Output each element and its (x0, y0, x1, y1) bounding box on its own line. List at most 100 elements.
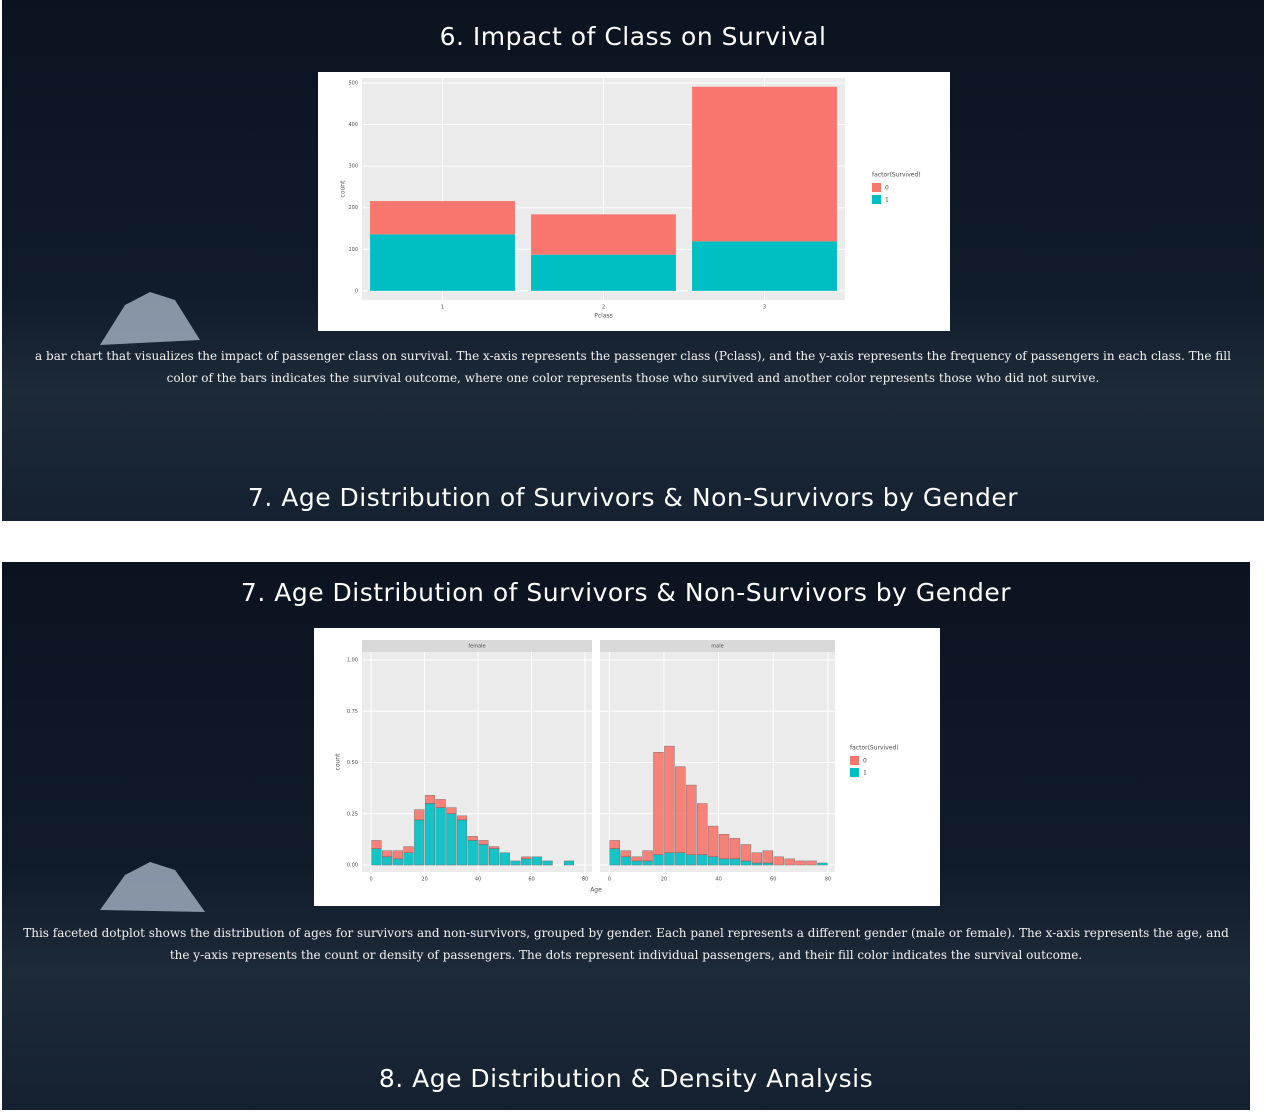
legend-label: 1 (863, 770, 867, 777)
x-axis-label: Pclass (594, 313, 613, 320)
dot-stack (773, 856, 784, 866)
dot-stack (467, 840, 478, 866)
bar-segment (531, 214, 676, 255)
dot-stack (435, 799, 446, 808)
y-tick-label: 300 (348, 164, 358, 170)
legend-label: 0 (863, 758, 867, 765)
dot-stack (521, 858, 532, 866)
legend-swatch (872, 183, 881, 192)
dot-stack (478, 844, 489, 866)
y-tick-label: 0 (355, 288, 358, 294)
x-tick-label: 60 (770, 877, 776, 883)
dot-stack (435, 807, 446, 866)
facet-label: female (468, 644, 485, 650)
dot-stack (697, 803, 708, 855)
x-tick-label: 60 (528, 877, 534, 883)
dot-stack (697, 854, 708, 866)
dot-stack (382, 856, 393, 866)
dot-stack (784, 858, 795, 866)
dot-stack (371, 840, 382, 849)
dot-stack (795, 860, 806, 866)
legend-label: 1 (885, 197, 889, 204)
x-tick-label: 80 (582, 877, 588, 883)
dot-stack (642, 860, 653, 866)
y-tick-label: 1.00 (347, 657, 358, 663)
facet-label: male (711, 644, 723, 650)
dot-stack (489, 848, 500, 866)
bar-segment (692, 86, 837, 242)
legend-swatch (872, 195, 881, 204)
dot-stack (620, 856, 631, 866)
description: This faceted dotplot shows the distribut… (23, 926, 1229, 962)
dot-stack (620, 850, 631, 858)
dot-stack (686, 784, 697, 855)
x-tick-label: 40 (715, 877, 721, 883)
dot-stack (653, 752, 664, 855)
dot-stack (817, 862, 828, 866)
legend-swatch (850, 756, 859, 765)
dot-stack (675, 852, 686, 866)
dot-stack (424, 803, 435, 866)
x-axis-label: Age (590, 887, 602, 894)
dot-stack (403, 846, 414, 853)
dot-stack (740, 844, 752, 862)
dot-stack (806, 860, 817, 866)
dot-stack (751, 862, 763, 866)
bar-segment (370, 201, 515, 235)
dot-stack (686, 854, 697, 866)
dot-stack (424, 795, 435, 804)
legend-title: factor(Survived) (850, 745, 899, 752)
dot-stack (751, 852, 763, 864)
dot-stack (762, 862, 773, 866)
x-tick-label: 40 (475, 877, 481, 883)
iceberg (100, 862, 205, 912)
dot-stack (707, 856, 719, 866)
y-tick-label: 200 (348, 205, 358, 211)
dot-stack (718, 858, 730, 866)
dot-stack (478, 840, 489, 845)
legend-title: factor(Survived) (872, 172, 921, 179)
y-tick-label: 0.25 (347, 811, 358, 817)
next-heading: 7. Age Distribution of Survivors & Non-S… (247, 483, 1019, 512)
next-heading: 8. Age Distribution & Density Analysis (378, 1064, 874, 1093)
dot-stack (707, 825, 719, 858)
dot-stack (414, 819, 425, 866)
y-axis-label: count (340, 180, 347, 198)
dot-stack (382, 850, 393, 858)
facet-strip (600, 640, 835, 652)
dot-stack (489, 846, 500, 849)
dot-stack (631, 860, 642, 866)
dot-stack (563, 860, 575, 866)
y-tick-label: 0.50 (347, 760, 358, 766)
x-tick-label: 2 (602, 305, 605, 311)
dot-stack (653, 854, 664, 866)
dot-stack (740, 860, 752, 866)
x-tick-label: 0 (369, 877, 372, 883)
legend-swatch (850, 768, 859, 777)
dot-stack (631, 856, 642, 862)
facet-strip (362, 640, 592, 652)
dot-stack (467, 836, 478, 841)
dot-stack (456, 815, 468, 821)
dot-stack (392, 858, 403, 866)
dot-stack (664, 745, 675, 853)
y-tick-label: 0.75 (347, 709, 358, 715)
dot-stack (762, 850, 773, 864)
dot-stack (609, 848, 620, 866)
legend-label: 0 (885, 185, 889, 192)
y-tick-label: 100 (348, 247, 358, 253)
y-tick-label: 0.00 (347, 863, 358, 869)
x-tick-label: 1 (441, 305, 444, 311)
dot-stack (642, 850, 653, 862)
iceberg (100, 292, 200, 345)
dot-stack (531, 856, 542, 866)
dot-stack (729, 858, 741, 866)
x-tick-label: 3 (763, 305, 766, 311)
section-heading: 6. Impact of Class on Survival (439, 22, 827, 51)
dot-stack (664, 852, 675, 866)
x-tick-label: 0 (608, 877, 611, 883)
x-tick-label: 20 (661, 877, 667, 883)
bar-segment (531, 254, 676, 291)
